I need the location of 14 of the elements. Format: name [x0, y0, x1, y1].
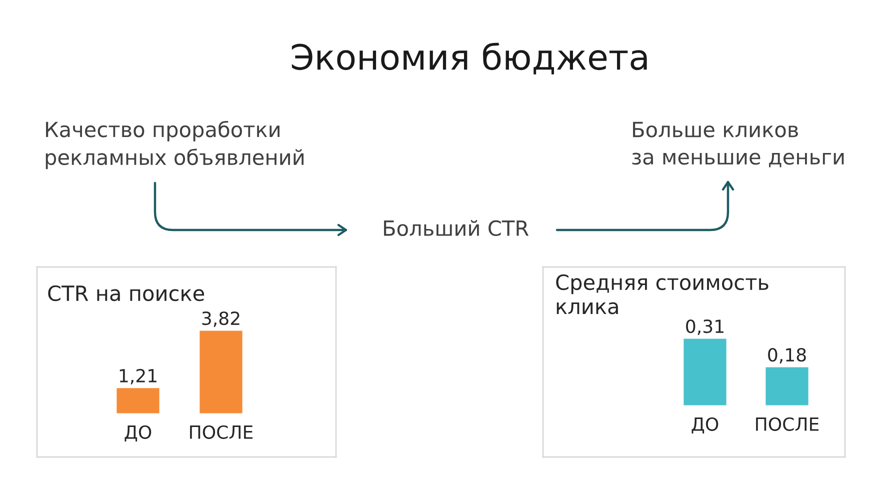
data-label: 1,21 — [120, 368, 156, 384]
x-tick-label: ДО — [692, 417, 718, 434]
text: Качество проработки рекламных объявлений — [46, 120, 304, 170]
text: Больший CTR — [384, 220, 529, 236]
text: Больше кликов за меньшие деньги — [632, 122, 844, 168]
data-label: 3,82 — [202, 311, 240, 327]
text: Экономия бюджета — [292, 42, 647, 74]
x-tick-label: ПОСЛЕ — [756, 417, 819, 431]
data-label: 0,18 — [768, 348, 806, 364]
data-label: 0,31 — [686, 319, 724, 335]
chart-title: CTR на поиске — [48, 285, 204, 302]
x-tick-label: ПОСЛЕ — [190, 425, 253, 439]
chart-title: Средняя стоимость клика — [556, 274, 768, 314]
x-tick-label: ДО — [124, 425, 152, 442]
